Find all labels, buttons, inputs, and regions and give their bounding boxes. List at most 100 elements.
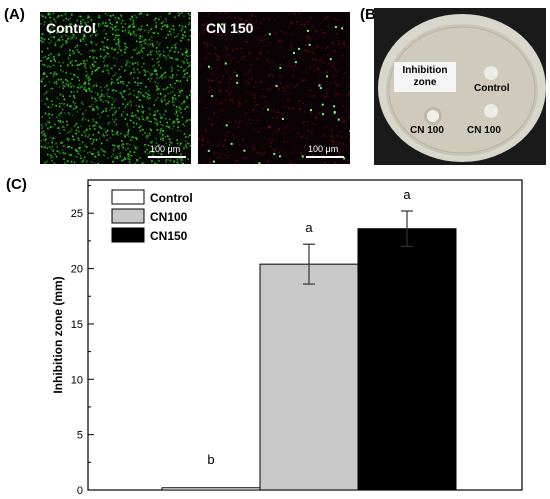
green-cell-speck <box>116 145 119 148</box>
green-cell-speck <box>105 107 107 110</box>
red-cell-speck <box>300 153 303 155</box>
green-cell-speck <box>176 142 179 145</box>
green-cell-speck <box>40 99 43 102</box>
green-cell-speck <box>149 74 152 77</box>
red-cell-speck <box>245 100 248 102</box>
green-cell-speck <box>100 40 103 43</box>
green-cell-speck <box>165 161 167 164</box>
green-cell-speck <box>189 134 191 136</box>
green-cell-speck <box>50 100 53 102</box>
green-cell-speck <box>71 114 74 117</box>
green-cell-speck <box>131 15 133 18</box>
green-cell-speck <box>146 14 148 16</box>
green-cell-speck <box>114 16 117 19</box>
green-cell-speck <box>148 132 151 135</box>
green-cell-speck <box>177 12 180 14</box>
green-cell-speck <box>60 14 63 17</box>
red-cell-speck <box>348 86 350 88</box>
red-cell-speck <box>243 157 245 159</box>
green-cell-speck <box>82 103 84 105</box>
green-cell-speck <box>113 64 116 67</box>
red-cell-speck <box>217 55 219 57</box>
green-cell-speck <box>115 25 117 28</box>
green-cell-speck <box>176 59 179 61</box>
red-cell-speck <box>327 25 329 27</box>
green-cell-speck <box>183 31 186 33</box>
red-cell-speck <box>224 135 226 137</box>
green-cell-speck <box>91 34 93 36</box>
red-cell-speck <box>255 58 258 60</box>
green-cell-speck <box>84 156 86 158</box>
red-cell-speck <box>245 41 247 43</box>
green-cell-speck <box>166 26 168 28</box>
green-cell-speck <box>180 112 182 114</box>
green-cell-speck <box>162 137 164 140</box>
green-cell-speck <box>142 47 144 49</box>
green-cell-speck <box>176 129 179 132</box>
red-cell-speck <box>237 126 240 128</box>
green-cell-speck <box>169 56 171 59</box>
red-cell-speck <box>318 74 320 77</box>
green-cell-speck <box>129 33 132 36</box>
green-cell-speck <box>141 162 144 164</box>
red-cell-speck <box>246 41 248 43</box>
green-cell-speck <box>133 27 136 29</box>
green-cell-speck <box>67 65 70 67</box>
green-cell-speck <box>91 97 94 99</box>
green-cell-speck <box>41 41 43 44</box>
red-cell-speck <box>238 121 241 124</box>
green-cell-speck <box>183 70 185 72</box>
red-cell-speck <box>221 109 223 112</box>
green-cell-speck <box>158 77 161 79</box>
red-cell-speck <box>283 31 285 34</box>
red-cell-speck <box>249 53 251 55</box>
green-cell-speck <box>87 76 90 78</box>
green-cell-speck <box>179 157 181 160</box>
green-cell-speck <box>52 149 55 151</box>
green-cell-speck <box>148 38 150 41</box>
green-cell-speck <box>109 67 112 69</box>
green-cell-speck <box>121 30 124 32</box>
green-cell-speck <box>69 54 71 57</box>
green-cell-speck <box>83 62 86 65</box>
green-cell-speck <box>44 112 47 115</box>
green-cell-speck <box>131 56 133 59</box>
red-cell-speck <box>226 71 228 73</box>
red-cell-speck <box>273 131 275 133</box>
green-cell-speck <box>133 33 136 36</box>
green-cell-speck <box>93 65 95 67</box>
red-cell-speck <box>255 161 257 163</box>
green-cell-speck <box>64 29 67 32</box>
green-cell-speck <box>133 68 135 71</box>
green-cell-speck <box>167 54 170 56</box>
green-cell-speck <box>42 15 44 18</box>
green-cell-speck <box>56 39 59 42</box>
green-cell-speck <box>137 93 139 96</box>
red-cell-speck <box>330 135 332 137</box>
red-cell-speck <box>239 103 241 105</box>
green-cell-speck <box>41 50 43 53</box>
green-cell-speck <box>89 83 91 86</box>
green-cell-speck <box>57 54 60 57</box>
green-cell-speck <box>182 34 184 36</box>
green-cell-speck <box>118 147 120 149</box>
green-cell-speck <box>187 106 190 109</box>
green-cell-speck <box>113 74 116 76</box>
green-cell-speck <box>85 43 87 46</box>
green-cell-speck <box>165 37 167 39</box>
red-cell-speck <box>264 34 266 36</box>
green-cell-speck <box>144 132 146 134</box>
red-cell-speck <box>206 52 209 55</box>
green-cell-speck <box>137 109 139 112</box>
green-cell-speck <box>41 125 44 128</box>
green-cell-speck <box>138 72 141 74</box>
green-cell-speck <box>158 88 160 90</box>
green-cell-speck <box>135 34 138 36</box>
green-cell-speck <box>40 80 42 83</box>
green-cell-speck <box>46 147 49 149</box>
green-cell-speck <box>171 76 174 79</box>
green-cell-speck <box>59 93 62 96</box>
green-cell-speck <box>51 103 54 106</box>
green-cell-speck <box>173 87 175 90</box>
red-cell-speck <box>281 149 283 152</box>
